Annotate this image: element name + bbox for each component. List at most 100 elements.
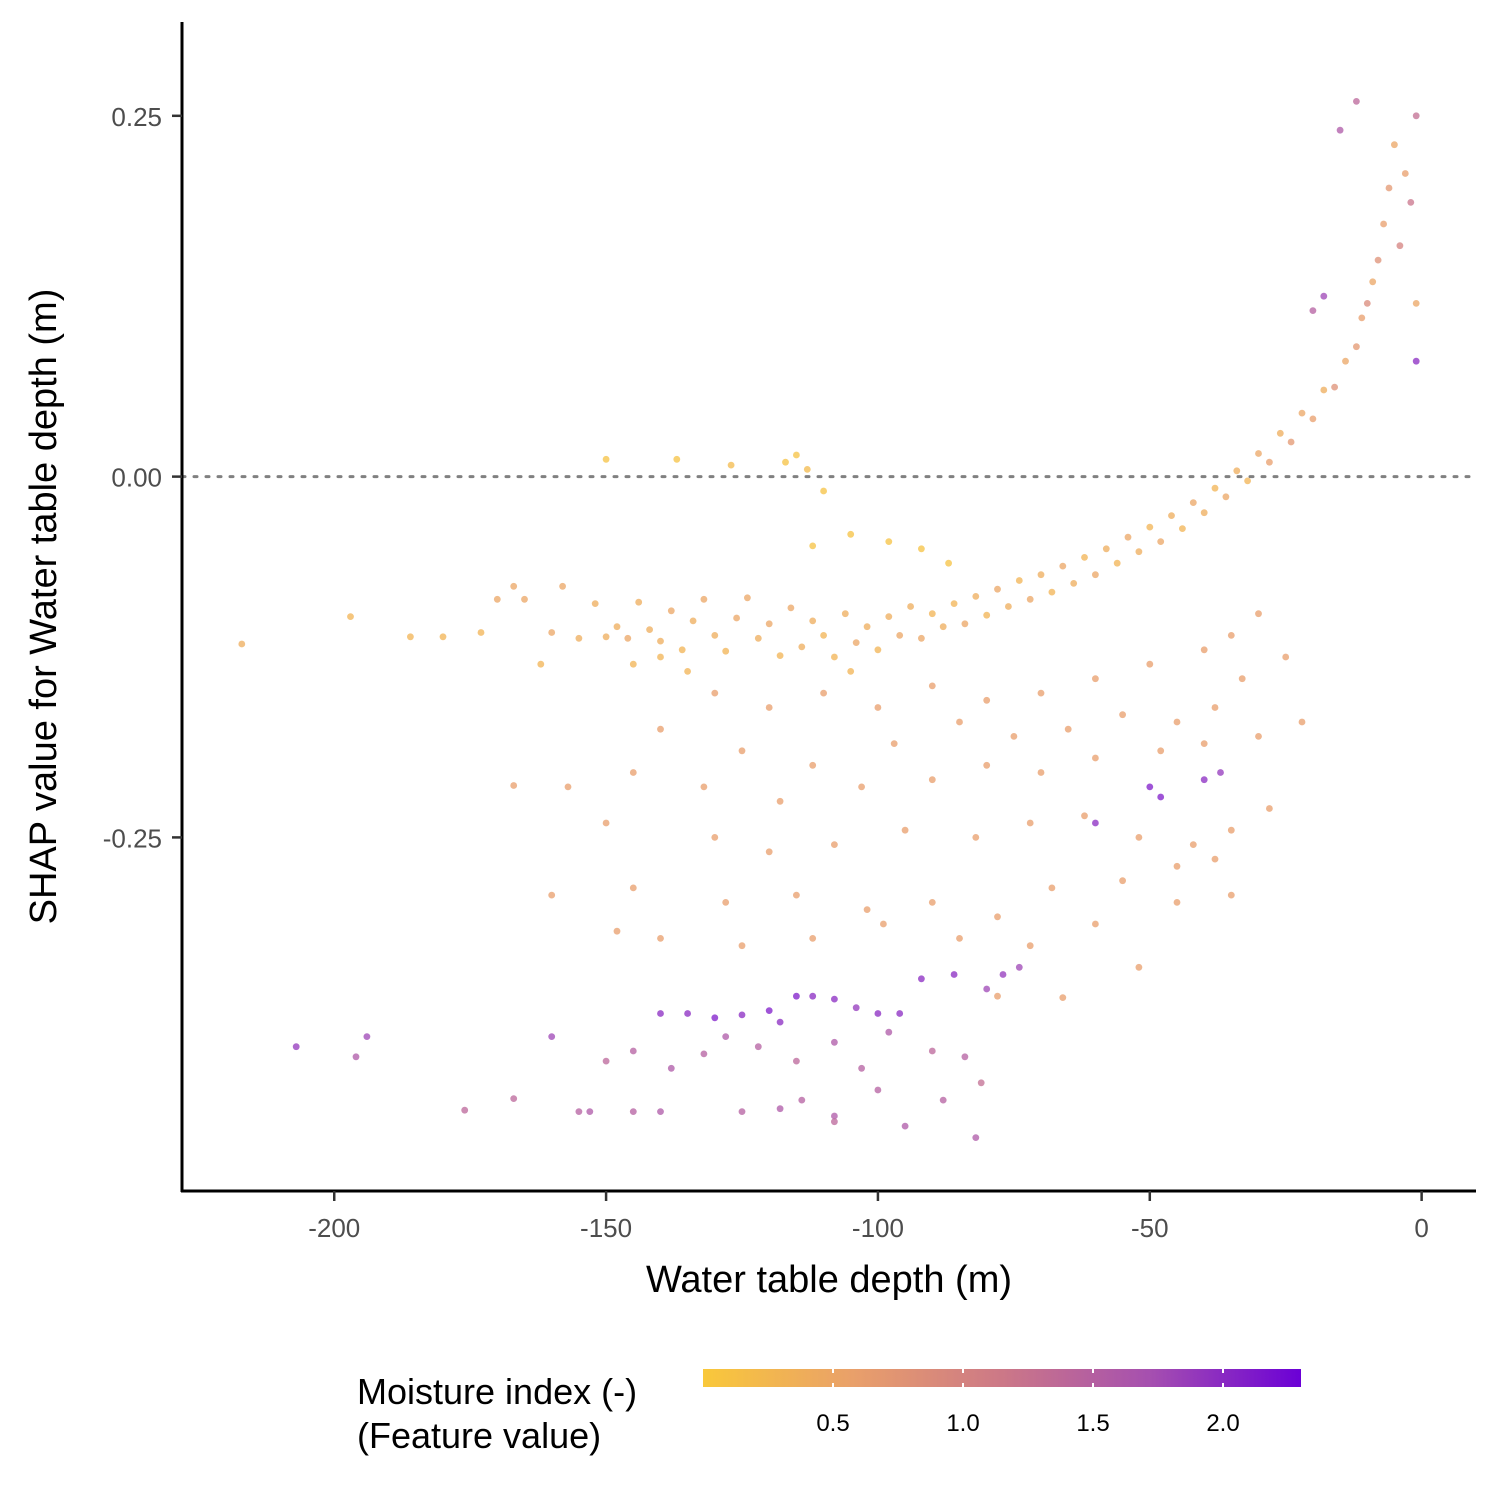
- data-point: [722, 1033, 730, 1040]
- x-tick-label: 0: [1414, 1213, 1428, 1243]
- data-point: [1233, 467, 1241, 475]
- data-point: [880, 920, 887, 928]
- data-point: [1081, 554, 1088, 561]
- data-point: [798, 643, 806, 651]
- data-point: [629, 769, 637, 776]
- data-point: [657, 725, 664, 733]
- data-point: [1092, 675, 1099, 683]
- data-point: [1374, 256, 1382, 264]
- data-point: [831, 1118, 838, 1126]
- data-point: [1200, 740, 1208, 747]
- data-point: [559, 582, 566, 590]
- legend-title-line2: (Feature value): [357, 1415, 601, 1456]
- data-point: [684, 668, 691, 675]
- data-point: [711, 632, 719, 639]
- data-point: [1010, 733, 1018, 740]
- data-point: [918, 634, 925, 642]
- data-point: [684, 1010, 691, 1017]
- data-point: [744, 594, 751, 602]
- data-point: [809, 617, 817, 625]
- data-point: [1385, 184, 1393, 192]
- data-point: [858, 1064, 865, 1072]
- data-point: [1222, 493, 1230, 501]
- legend-tick-label: 1.5: [1076, 1410, 1109, 1437]
- x-tick-label: -100: [852, 1213, 904, 1243]
- data-point: [738, 942, 746, 950]
- data-point: [738, 747, 746, 755]
- data-point: [765, 704, 773, 711]
- data-point: [564, 783, 572, 791]
- data-point: [548, 891, 556, 899]
- legend-title-line1: Moisture index (-): [357, 1371, 637, 1412]
- data-point: [852, 639, 860, 646]
- data-point: [782, 458, 789, 466]
- data-point: [602, 819, 610, 827]
- data-point: [657, 1010, 664, 1017]
- data-point: [793, 992, 800, 1000]
- data-point: [461, 1106, 469, 1114]
- data-point: [885, 613, 893, 620]
- data-point: [928, 610, 936, 618]
- data-point: [1298, 409, 1306, 417]
- data-point: [1401, 170, 1409, 177]
- data-point: [874, 646, 882, 654]
- data-point: [548, 1033, 556, 1040]
- data-point: [602, 1057, 610, 1065]
- data-point: [1026, 942, 1034, 950]
- data-point: [1358, 314, 1366, 322]
- data-point: [493, 595, 501, 603]
- data-point: [347, 613, 354, 620]
- data-point: [972, 834, 980, 841]
- data-point: [765, 848, 773, 856]
- data-point: [1081, 812, 1088, 820]
- data-point: [1092, 754, 1099, 762]
- data-point: [1412, 357, 1420, 365]
- data-point: [1119, 711, 1126, 719]
- data-point: [1407, 199, 1415, 206]
- data-point: [1026, 595, 1034, 603]
- data-point: [874, 1010, 882, 1017]
- data-point: [928, 682, 936, 690]
- data-point: [1391, 141, 1398, 149]
- data-point: [754, 1043, 762, 1051]
- data-point: [1255, 733, 1262, 740]
- data-point: [972, 593, 980, 600]
- data-point: [1189, 499, 1197, 506]
- data-point: [1146, 783, 1154, 791]
- data-point: [602, 455, 610, 463]
- data-point: [1037, 689, 1045, 697]
- data-point: [1048, 588, 1056, 596]
- data-point: [918, 545, 925, 553]
- data-point: [591, 600, 599, 607]
- data-point: [1298, 718, 1306, 726]
- data-point: [678, 646, 686, 654]
- data-point: [950, 600, 958, 607]
- data-point: [977, 1079, 985, 1087]
- data-point: [983, 761, 991, 769]
- data-point: [407, 633, 414, 641]
- data-point: [738, 1011, 746, 1019]
- data-point: [733, 614, 740, 622]
- data-point: [820, 689, 827, 697]
- data-point: [1211, 855, 1219, 863]
- data-point: [575, 1108, 583, 1115]
- data-point: [1227, 632, 1235, 639]
- data-point: [629, 660, 637, 668]
- data-point: [1266, 805, 1273, 812]
- data-point: [1353, 98, 1360, 105]
- data-point: [602, 633, 610, 641]
- data-point: [1353, 343, 1360, 351]
- data-point: [961, 1053, 969, 1061]
- data-point: [896, 1010, 904, 1017]
- data-point: [1211, 704, 1219, 711]
- data-point: [793, 451, 800, 459]
- data-point: [1255, 610, 1262, 618]
- data-point: [1282, 653, 1290, 661]
- data-point: [738, 1108, 746, 1115]
- data-point: [787, 604, 795, 612]
- data-point: [657, 637, 664, 645]
- data-point: [885, 538, 893, 545]
- data-point: [1331, 383, 1338, 391]
- y-axis-title: SHAP value for Water table depth (m): [23, 289, 65, 925]
- data-point: [510, 782, 518, 789]
